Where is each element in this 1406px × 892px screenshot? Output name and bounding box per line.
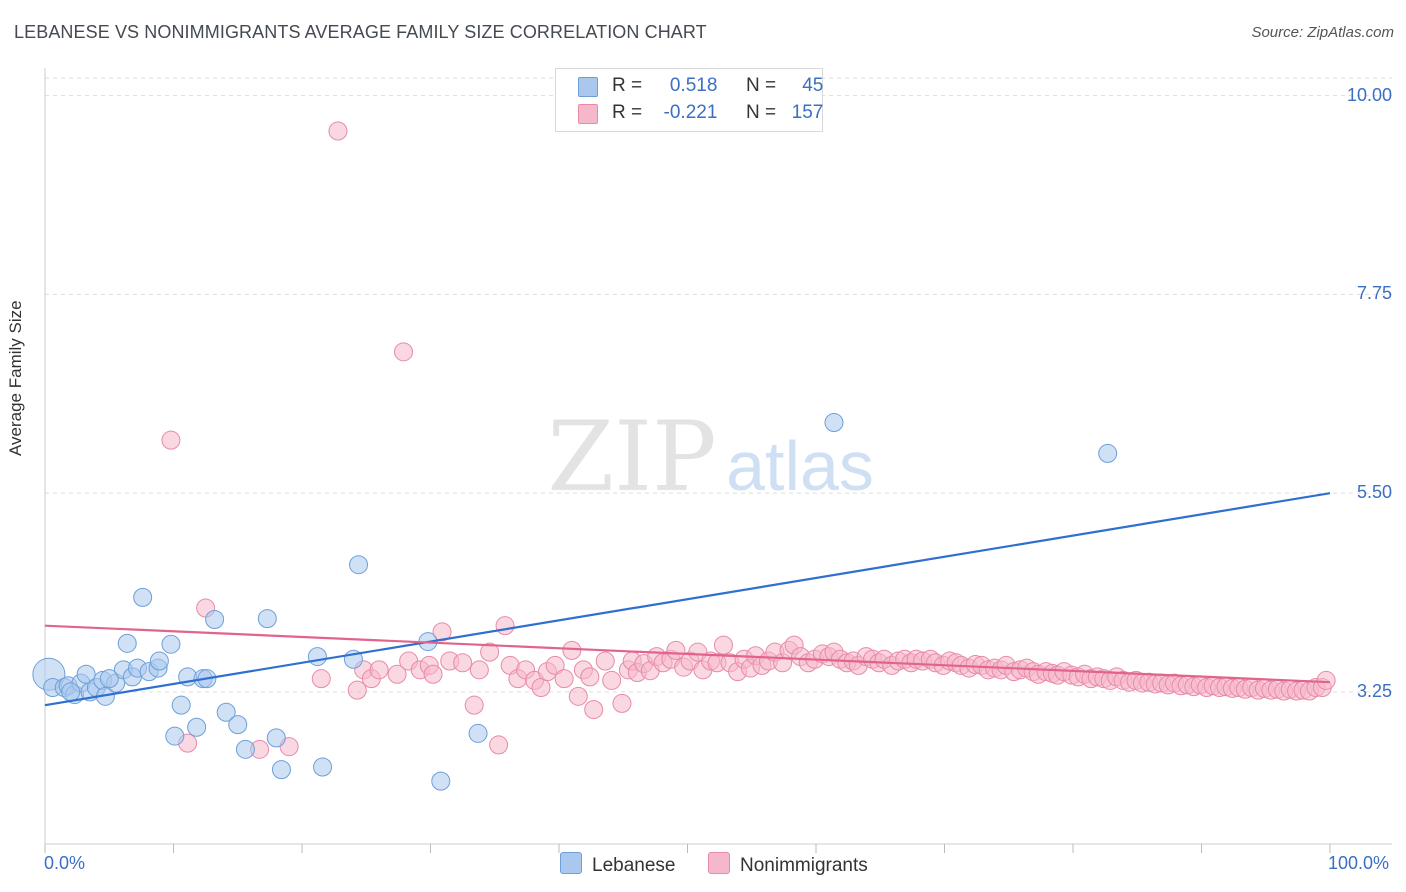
point-nonimmigrants	[713, 635, 733, 655]
point-lebanese	[161, 634, 181, 654]
point-lebanese	[349, 555, 369, 575]
point-nonimmigrants	[554, 669, 574, 689]
grid	[45, 77, 1392, 693]
n-value: 45	[802, 75, 824, 96]
point-lebanese	[99, 669, 119, 689]
point-nonimmigrants	[545, 655, 565, 675]
n-label: N =	[745, 75, 777, 96]
point-nonimmigrants	[423, 664, 443, 684]
point-nonimmigrants	[580, 667, 600, 687]
watermark-atlas: atlas	[726, 427, 874, 505]
point-nonimmigrants	[531, 678, 551, 697]
point-nonimmigrants	[387, 664, 407, 684]
point-lebanese	[228, 715, 248, 735]
trend-line-nonimmigrants	[44, 624, 1331, 684]
point-nonimmigrants	[612, 693, 632, 713]
r-value: 0.518	[669, 75, 718, 96]
x-tick-label-max: 100.0%	[1328, 853, 1390, 873]
point-lebanese	[313, 757, 333, 777]
n-value: 157	[791, 102, 824, 123]
point-nonimmigrants	[311, 669, 331, 689]
watermark: ZIP atlas	[547, 401, 874, 513]
point-lebanese	[117, 633, 137, 653]
series-lebanese-points	[32, 413, 1118, 791]
bottom-legend-nonimmigrants: Nonimmigrants	[708, 852, 868, 877]
point-nonimmigrants	[453, 653, 473, 673]
y-axis-label: Average Family Size	[6, 300, 25, 456]
legend-text: R = 0.518 N = 45	[612, 75, 823, 97]
point-lebanese	[216, 702, 236, 722]
r-label: R =	[612, 75, 643, 96]
point-nonimmigrants	[1316, 670, 1336, 690]
trend-lines	[44, 492, 1331, 707]
point-nonimmigrants	[432, 622, 452, 642]
legend-swatch-blue	[578, 77, 598, 97]
point-lebanese	[1098, 443, 1118, 463]
legend-swatch-pink	[578, 104, 598, 124]
point-nonimmigrants	[495, 616, 515, 636]
y-tick-label: 10.00	[1346, 84, 1392, 105]
legend-swatch-pink	[708, 852, 730, 874]
point-lebanese	[149, 651, 169, 671]
chart-title: LEBANESE VS NONIMMIGRANTS AVERAGE FAMILY…	[14, 22, 707, 42]
point-lebanese	[165, 726, 185, 746]
point-nonimmigrants	[464, 695, 484, 715]
point-nonimmigrants	[489, 735, 509, 755]
point-nonimmigrants	[568, 686, 588, 706]
point-lebanese	[266, 728, 286, 748]
y-tick-label: 5.50	[1356, 482, 1392, 503]
r-value: -0.221	[663, 102, 718, 123]
point-nonimmigrants	[469, 660, 489, 680]
point-lebanese	[133, 587, 153, 607]
watermark-zip: ZIP	[547, 401, 716, 513]
point-lebanese	[235, 739, 255, 759]
x-tick-label-min: 0.0%	[44, 853, 86, 873]
bottom-legend-lebanese: Lebanese	[560, 852, 675, 877]
point-nonimmigrants	[347, 680, 367, 700]
point-lebanese	[431, 771, 451, 791]
point-nonimmigrants	[369, 660, 389, 680]
point-nonimmigrants	[602, 670, 622, 690]
trend-line-lebanese	[44, 492, 1331, 707]
legend-label: Nonimmigrants	[740, 855, 868, 876]
legend-swatch-blue	[560, 852, 582, 874]
n-label: N =	[745, 102, 777, 123]
point-nonimmigrants	[161, 430, 181, 450]
point-lebanese	[171, 695, 191, 715]
source-label: Source: ZipAtlas.com	[1251, 24, 1394, 41]
point-nonimmigrants	[328, 121, 348, 141]
y-tick-label: 3.25	[1356, 680, 1392, 701]
point-nonimmigrants	[394, 342, 414, 362]
point-nonimmigrants	[562, 640, 582, 660]
point-nonimmigrants	[584, 700, 604, 720]
point-lebanese	[468, 723, 488, 743]
stats-legend: R = 0.518 N = 45 R = -0.221 N = 157	[555, 68, 823, 132]
point-nonimmigrants	[666, 640, 686, 660]
point-lebanese	[307, 647, 327, 667]
point-lebanese	[824, 413, 844, 432]
y-tick-label: 7.75	[1356, 283, 1392, 304]
point-lebanese	[257, 609, 277, 629]
point-lebanese	[271, 760, 291, 780]
axes	[44, 68, 1392, 853]
point-nonimmigrants	[480, 642, 500, 662]
point-lebanese	[61, 682, 81, 702]
point-lebanese	[187, 717, 207, 737]
point-lebanese	[205, 609, 225, 629]
r-label: R =	[612, 102, 643, 123]
legend-label: Lebanese	[592, 855, 676, 876]
legend-text: R = -0.221 N = 157	[612, 102, 823, 124]
point-nonimmigrants	[595, 651, 615, 671]
